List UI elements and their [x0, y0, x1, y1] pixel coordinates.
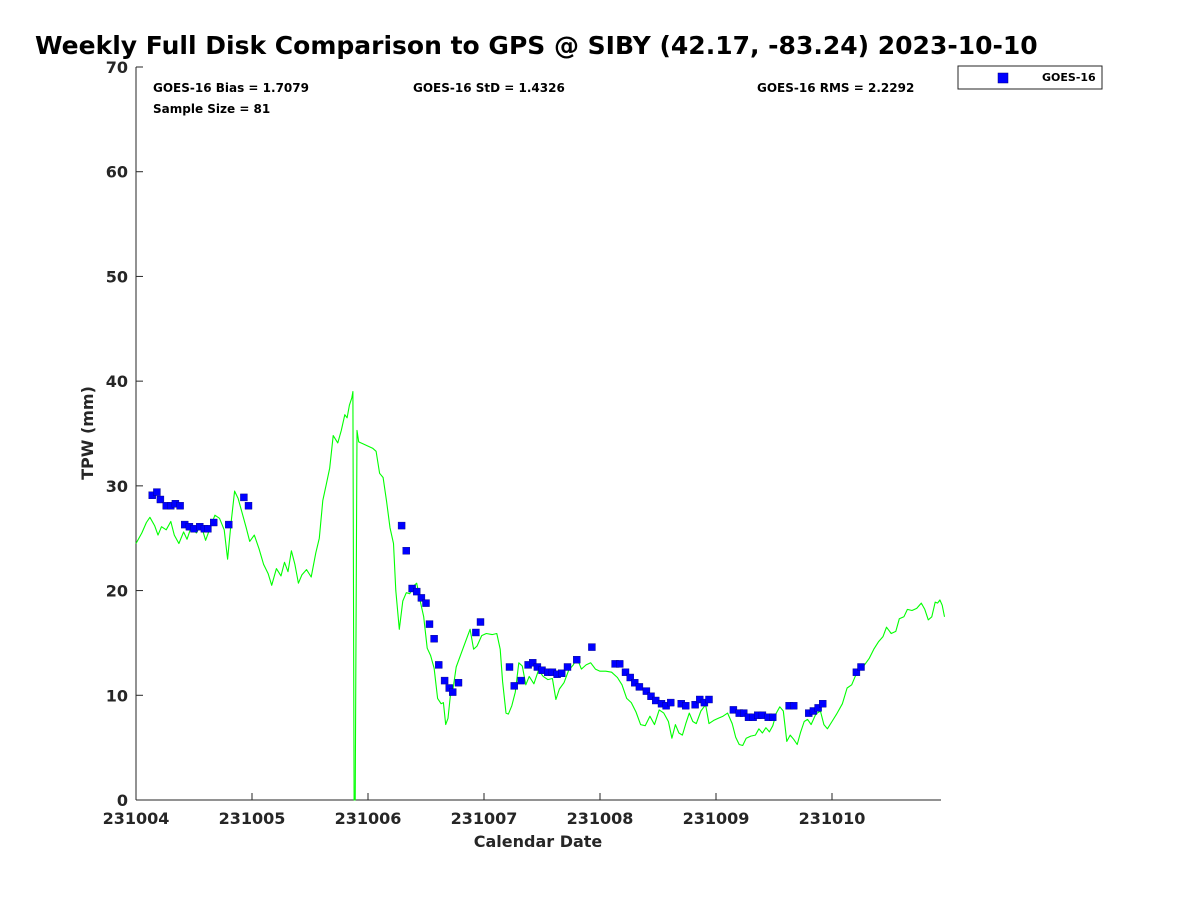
- goes-16-point: [156, 495, 165, 504]
- axis-ticks: 0 10 20 30 40 50 60 70 231004 231005 231006 231007 2…: [103, 58, 866, 828]
- goes-16-point: [244, 502, 253, 510]
- goes-16-point: [153, 488, 161, 496]
- goes-16-point: [209, 518, 218, 527]
- goes-16-point: [529, 659, 537, 667]
- goes-16-point: [558, 669, 566, 677]
- x-tick-label: 231008: [567, 809, 634, 828]
- std-stat: GOES-16 StD = 1.4326: [413, 81, 565, 95]
- goes-16-point: [667, 698, 675, 707]
- goes-16-point: [454, 679, 463, 687]
- gps-line: [135, 391, 946, 801]
- goes-16-point: [588, 643, 596, 651]
- goes-16-point: [472, 628, 480, 637]
- y-tick-label: 70: [106, 58, 128, 77]
- goes-16-point: [635, 683, 644, 691]
- goes-16-point: [691, 701, 699, 709]
- goes-16-point: [449, 688, 457, 696]
- stats-block: GOES-16 Bias = 1.7079 GOES-16 StD = 1.43…: [153, 81, 914, 116]
- y-tick-label: 30: [106, 477, 128, 496]
- goes-16-point: [631, 679, 639, 687]
- y-tick-label: 20: [106, 582, 128, 601]
- goes-16-point: [563, 663, 572, 671]
- goes-16-point: [176, 502, 184, 510]
- goes-16-point: [616, 660, 624, 668]
- goes-16-point: [422, 599, 430, 607]
- chart-title: Weekly Full Disk Comparison to GPS @ SIB…: [35, 31, 1038, 60]
- x-tick-label: 231005: [219, 809, 286, 828]
- rms-stat: GOES-16 RMS = 2.2292: [757, 81, 914, 95]
- y-axis-label: TPW (mm): [78, 386, 97, 480]
- x-tick-label: 231006: [335, 809, 402, 828]
- legend-label: GOES-16: [1042, 71, 1096, 84]
- goes-16-point: [642, 687, 651, 695]
- goes-16-point: [435, 661, 443, 669]
- goes-16-point: [440, 676, 449, 685]
- sample-size-stat: Sample Size = 81: [153, 102, 270, 116]
- goes-16-point: [425, 620, 434, 628]
- y-tick-label: 0: [117, 791, 128, 810]
- goes-16-point: [705, 695, 713, 704]
- goes-16-point: [402, 547, 410, 555]
- goes-16-point: [852, 668, 861, 676]
- legend: GOES-16: [957, 65, 1103, 90]
- goes-16-point: [790, 702, 798, 710]
- goes-16-point: [413, 587, 421, 596]
- x-tick-label: 231004: [103, 809, 170, 828]
- plot-background: [136, 67, 941, 800]
- goes-16-point: [621, 668, 630, 676]
- y-tick-label: 10: [106, 686, 128, 705]
- plot-area: 0 10 20 30 40 50 60 70 231004 231005 231006 231007 2…: [103, 58, 946, 828]
- y-tick-label: 50: [106, 267, 128, 286]
- x-tick-label: 231009: [683, 809, 750, 828]
- goes-16-point: [682, 702, 690, 710]
- goes-16-point: [814, 704, 822, 712]
- goes-16-point: [397, 521, 406, 530]
- x-axis-label: Calendar Date: [474, 832, 603, 851]
- goes-16-point: [505, 663, 514, 671]
- goes-16-point: [626, 673, 634, 682]
- y-tick-label: 60: [106, 163, 128, 182]
- goes-16-point: [240, 493, 248, 502]
- goes-16-point: [647, 692, 655, 700]
- goes-16-point: [417, 594, 426, 602]
- gps-series: [135, 391, 946, 801]
- legend-marker: [997, 72, 1009, 84]
- goes-16-point: [204, 525, 212, 533]
- goes-16-point: [819, 700, 827, 708]
- goes-16-point: [769, 713, 777, 721]
- goes-16-point: [857, 663, 865, 671]
- legend-box: [957, 65, 1103, 90]
- goes-16-point: [740, 709, 748, 717]
- goes-16-point: [225, 520, 233, 529]
- goes-16-point: [510, 682, 518, 690]
- bias-stat: GOES-16 Bias = 1.7079: [153, 81, 309, 95]
- goes-16-series: [148, 488, 865, 721]
- goes-16-point: [517, 676, 525, 685]
- goes-16-point: [573, 656, 581, 664]
- x-tick-label: 231010: [799, 809, 866, 828]
- goes-16-point: [430, 635, 438, 643]
- goes-16-point: [476, 618, 485, 626]
- y-tick-label: 40: [106, 372, 128, 391]
- x-tick-label: 231007: [451, 809, 518, 828]
